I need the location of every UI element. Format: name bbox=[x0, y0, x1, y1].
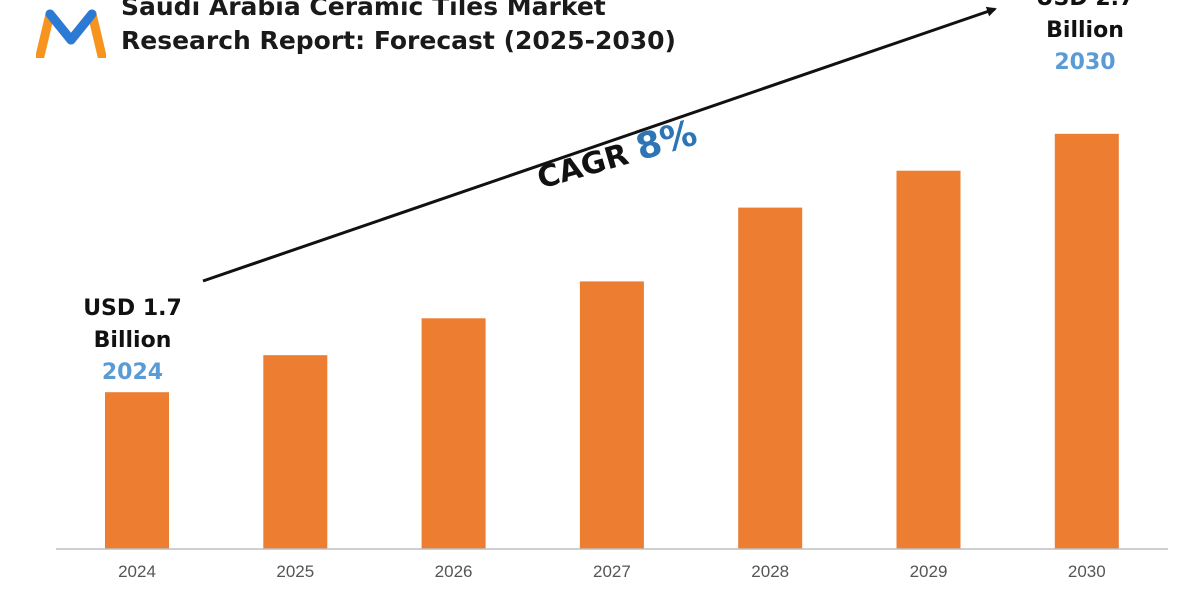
growth-arrow bbox=[202, 6, 997, 283]
bar-2027 bbox=[579, 281, 644, 549]
bar-2025 bbox=[263, 355, 328, 549]
start-value-callout: USD 1.7 Billion 2024 bbox=[70, 293, 195, 389]
x-tick-label-2030: 2030 bbox=[1068, 562, 1106, 581]
bar-2028 bbox=[738, 207, 803, 549]
end-value-callout: USD 2.7 Billion 2030 bbox=[1030, 0, 1140, 79]
title-line-2: Research Report: Forecast (2025-2030) bbox=[121, 26, 676, 55]
bar-2024 bbox=[105, 392, 169, 549]
x-tick-label-2026: 2026 bbox=[435, 562, 473, 581]
bar-2030 bbox=[1054, 133, 1119, 550]
end-unit: Billion bbox=[1046, 18, 1124, 43]
bar-2026 bbox=[421, 318, 486, 549]
start-unit: Billion bbox=[93, 328, 172, 353]
x-tick-label-2027: 2027 bbox=[593, 562, 631, 581]
maximize-logo-icon bbox=[36, 9, 106, 58]
start-year: 2024 bbox=[101, 360, 164, 385]
x-tick-label-2024: 2024 bbox=[118, 562, 156, 581]
end-value: USD 2.7 bbox=[1036, 0, 1135, 11]
x-tick-label-2028: 2028 bbox=[751, 562, 789, 581]
bar-2029 bbox=[896, 170, 961, 549]
page-title: Saudi Arabia Ceramic Tiles Market Resear… bbox=[121, 0, 676, 58]
start-value: USD 1.7 bbox=[83, 296, 182, 321]
title-line-1: Saudi Arabia Ceramic Tiles Market bbox=[121, 0, 606, 21]
x-tick-label-2025: 2025 bbox=[276, 562, 314, 581]
x-tick-label-2029: 2029 bbox=[910, 562, 948, 581]
end-year: 2030 bbox=[1054, 50, 1116, 75]
